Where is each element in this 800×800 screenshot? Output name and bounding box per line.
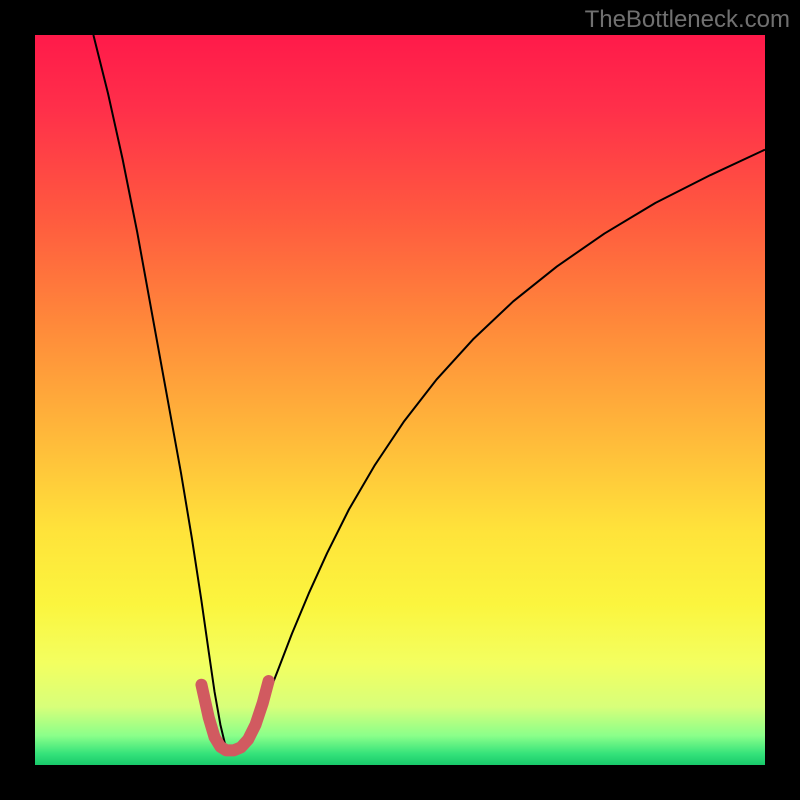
chart-svg [35, 35, 765, 765]
watermark-text: TheBottleneck.com [585, 6, 790, 34]
chart-container: TheBottleneck.com [0, 0, 800, 800]
plot-area [35, 35, 765, 765]
gradient-background [35, 35, 765, 765]
